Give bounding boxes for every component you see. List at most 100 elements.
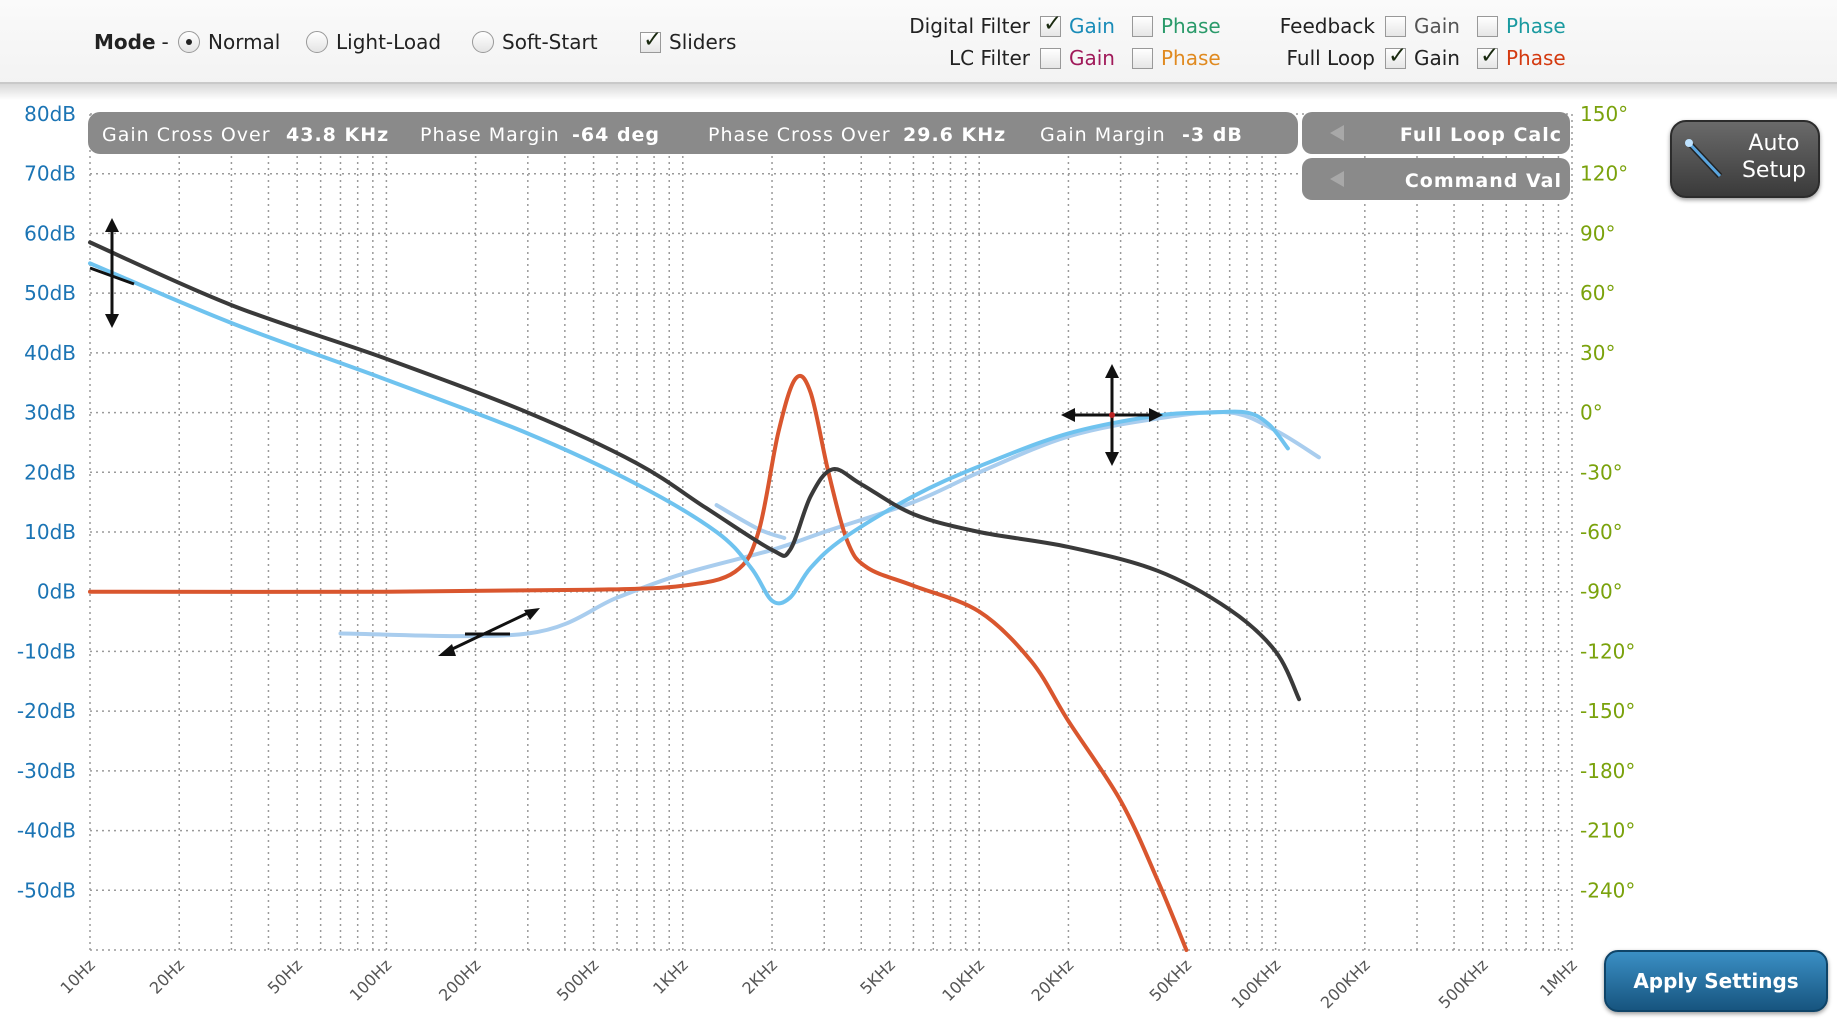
x-axis-tick-label: 10KHz — [938, 955, 988, 1005]
info-bar-background — [88, 112, 1298, 154]
crosshair-slider-handle[interactable] — [1061, 364, 1163, 466]
full-loop-gain-checkbox[interactable]: Gain — [1385, 43, 1460, 70]
phase-margin-value: -64 deg — [572, 124, 660, 146]
left-axis-tick-label: 10dB — [24, 520, 76, 544]
right-axis-tick-label: -120° — [1580, 639, 1635, 663]
tab-background[interactable] — [1302, 158, 1570, 200]
auto-setup-line2: Setup — [1741, 158, 1806, 183]
feedback-gain-checkbox[interactable]: Gain — [1385, 14, 1460, 38]
x-axis-tick-label: 50Hz — [264, 955, 306, 997]
left-axis-tick-label: 0dB — [37, 580, 76, 604]
feedback-text: Feedback — [1279, 14, 1375, 38]
checkbox-unchecked-icon[interactable] — [1132, 15, 1153, 37]
apply-settings-button[interactable]: Apply Settings — [1604, 950, 1828, 1012]
plot-series — [88, 240, 1321, 952]
right-axis-tick-label: 60° — [1580, 281, 1615, 305]
mode-option-light-load[interactable]: Light-Load — [306, 30, 441, 54]
grid-lines — [89, 113, 1573, 951]
left-axis-tick-label: 30dB — [24, 401, 76, 425]
left-axis-tick-label: -20dB — [17, 699, 76, 723]
checkbox-checked-icon[interactable] — [640, 27, 662, 53]
checkbox-unchecked-icon[interactable] — [1040, 47, 1061, 69]
tab-arrow-left-icon — [1330, 125, 1344, 141]
right-axis-tick-label: -60° — [1580, 520, 1623, 544]
phase-cross-value: 29.6 KHz — [903, 124, 1006, 146]
x-axis-labels: 10Hz 20Hz 50Hz 100Hz 200Hz 500Hz 1KHz 2KHz 5KHz 1… — [57, 955, 1581, 1012]
bode-plot[interactable]: 80dB 70dB 60dB 50dB 40dB 30dB 20dB 10dB 0dB -10dB… — [0, 96, 1837, 1024]
checkbox-label: Phase — [1161, 14, 1221, 38]
lc-filter-gain-checkbox[interactable]: Gain — [1040, 46, 1115, 70]
mode-option-label: Normal — [208, 30, 281, 54]
feedback-label: Feedback — [1230, 14, 1375, 38]
full-loop-label: Full Loop — [1230, 46, 1375, 70]
left-axis-tick-label: -30dB — [17, 759, 76, 783]
x-axis-tick-label: 5KHz — [856, 955, 899, 998]
gain-vertical-slider-handle[interactable] — [89, 218, 135, 328]
checkbox-label: Phase — [1506, 14, 1566, 38]
apply-settings-label: Apply Settings — [1633, 969, 1799, 993]
x-axis-tick-label: 50KHz — [1146, 955, 1196, 1005]
radio-unselected-icon[interactable] — [472, 31, 494, 53]
auto-setup-button[interactable]: Auto Setup — [1670, 120, 1820, 198]
mode-option-label: Soft-Start — [502, 30, 598, 54]
digital-filter-gain-checkbox[interactable]: Gain — [1040, 11, 1115, 38]
digital-filter-phase-checkbox[interactable]: Phase — [1132, 14, 1221, 38]
sliders-label: Sliders — [669, 30, 737, 54]
gain-cross-value: 43.8 KHz — [286, 124, 389, 146]
right-axis-tick-label: 120° — [1580, 162, 1628, 186]
gain-cross-label: Gain Cross Over — [102, 124, 271, 146]
right-axis-tick-label: -180° — [1580, 759, 1635, 783]
right-axis-labels: 150° 120° 90° 60° 30° 0° -30° -60° -90° -120° -150… — [1580, 102, 1635, 902]
right-axis-tick-label: 0° — [1580, 401, 1603, 425]
right-axis-tick-label: -210° — [1580, 819, 1635, 843]
x-axis-tick-label: 100Hz — [346, 955, 395, 1004]
mode-group: Mode - — [94, 30, 175, 54]
mode-option-normal[interactable]: Normal — [178, 30, 280, 54]
full-loop-phase-checkbox[interactable]: Phase — [1477, 43, 1566, 70]
right-axis-tick-label: 30° — [1580, 341, 1615, 365]
checkbox-checked-icon[interactable] — [1477, 43, 1499, 69]
checkbox-label: Gain — [1069, 14, 1115, 38]
tab-background[interactable] — [1302, 112, 1570, 154]
left-axis-tick-label: 60dB — [24, 221, 76, 245]
radio-selected-icon[interactable] — [178, 31, 200, 53]
right-axis-tick-label: -240° — [1580, 878, 1635, 902]
low-freq-diagonal-slider-handle[interactable] — [438, 608, 540, 656]
sliders-checkbox[interactable]: Sliders — [640, 27, 737, 54]
mode-option-label: Light-Load — [336, 30, 442, 54]
radio-unselected-icon[interactable] — [306, 31, 328, 53]
tab-arrow-left-icon — [1330, 171, 1344, 187]
checkbox-unchecked-icon[interactable] — [1477, 15, 1498, 37]
mode-option-soft-start[interactable]: Soft-Start — [472, 30, 598, 54]
left-axis-tick-label: 20dB — [24, 460, 76, 484]
x-axis-tick-label: 20KHz — [1028, 955, 1078, 1005]
left-axis-labels: 80dB 70dB 60dB 50dB 40dB 30dB 20dB 10dB 0dB -10dB… — [17, 102, 76, 902]
tab-full-loop-calc[interactable]: Full Loop Calc — [1302, 112, 1570, 154]
tab-label: Full Loop Calc — [1400, 124, 1562, 146]
right-axis-tick-label: 150° — [1580, 102, 1628, 126]
series-line-full-loop-phase — [88, 373, 1189, 952]
top-control-bar — [0, 0, 1837, 96]
auto-setup-line1: Auto — [1748, 131, 1800, 156]
checkbox-checked-icon[interactable] — [1385, 43, 1407, 69]
right-axis-tick-label: -90° — [1580, 580, 1623, 604]
checkbox-label: Gain — [1414, 14, 1460, 38]
tab-label: Command Val — [1405, 170, 1562, 192]
left-axis-tick-label: 50dB — [24, 281, 76, 305]
tab-command-val[interactable]: Command Val — [1302, 158, 1570, 200]
checkbox-unchecked-icon[interactable] — [1132, 47, 1153, 69]
checkbox-unchecked-icon[interactable] — [1385, 15, 1406, 37]
top-bar-divider — [0, 82, 1837, 100]
magic-wand-icon — [1685, 139, 1723, 179]
checkbox-checked-icon[interactable] — [1040, 11, 1062, 37]
x-axis-tick-label: 200Hz — [435, 955, 484, 1004]
lc-filter-text: LC Filter — [949, 46, 1030, 70]
feedback-phase-checkbox[interactable]: Phase — [1477, 14, 1566, 38]
right-axis-tick-label: -150° — [1580, 699, 1635, 723]
lc-filter-phase-checkbox[interactable]: Phase — [1132, 46, 1221, 70]
right-axis-tick-label: -30° — [1580, 460, 1623, 484]
mode-label: Mode — [94, 30, 156, 54]
series-line-digital-filter-gain — [88, 261, 1290, 606]
checkbox-label: Phase — [1161, 46, 1221, 70]
x-axis-tick-label: 20Hz — [146, 955, 188, 997]
